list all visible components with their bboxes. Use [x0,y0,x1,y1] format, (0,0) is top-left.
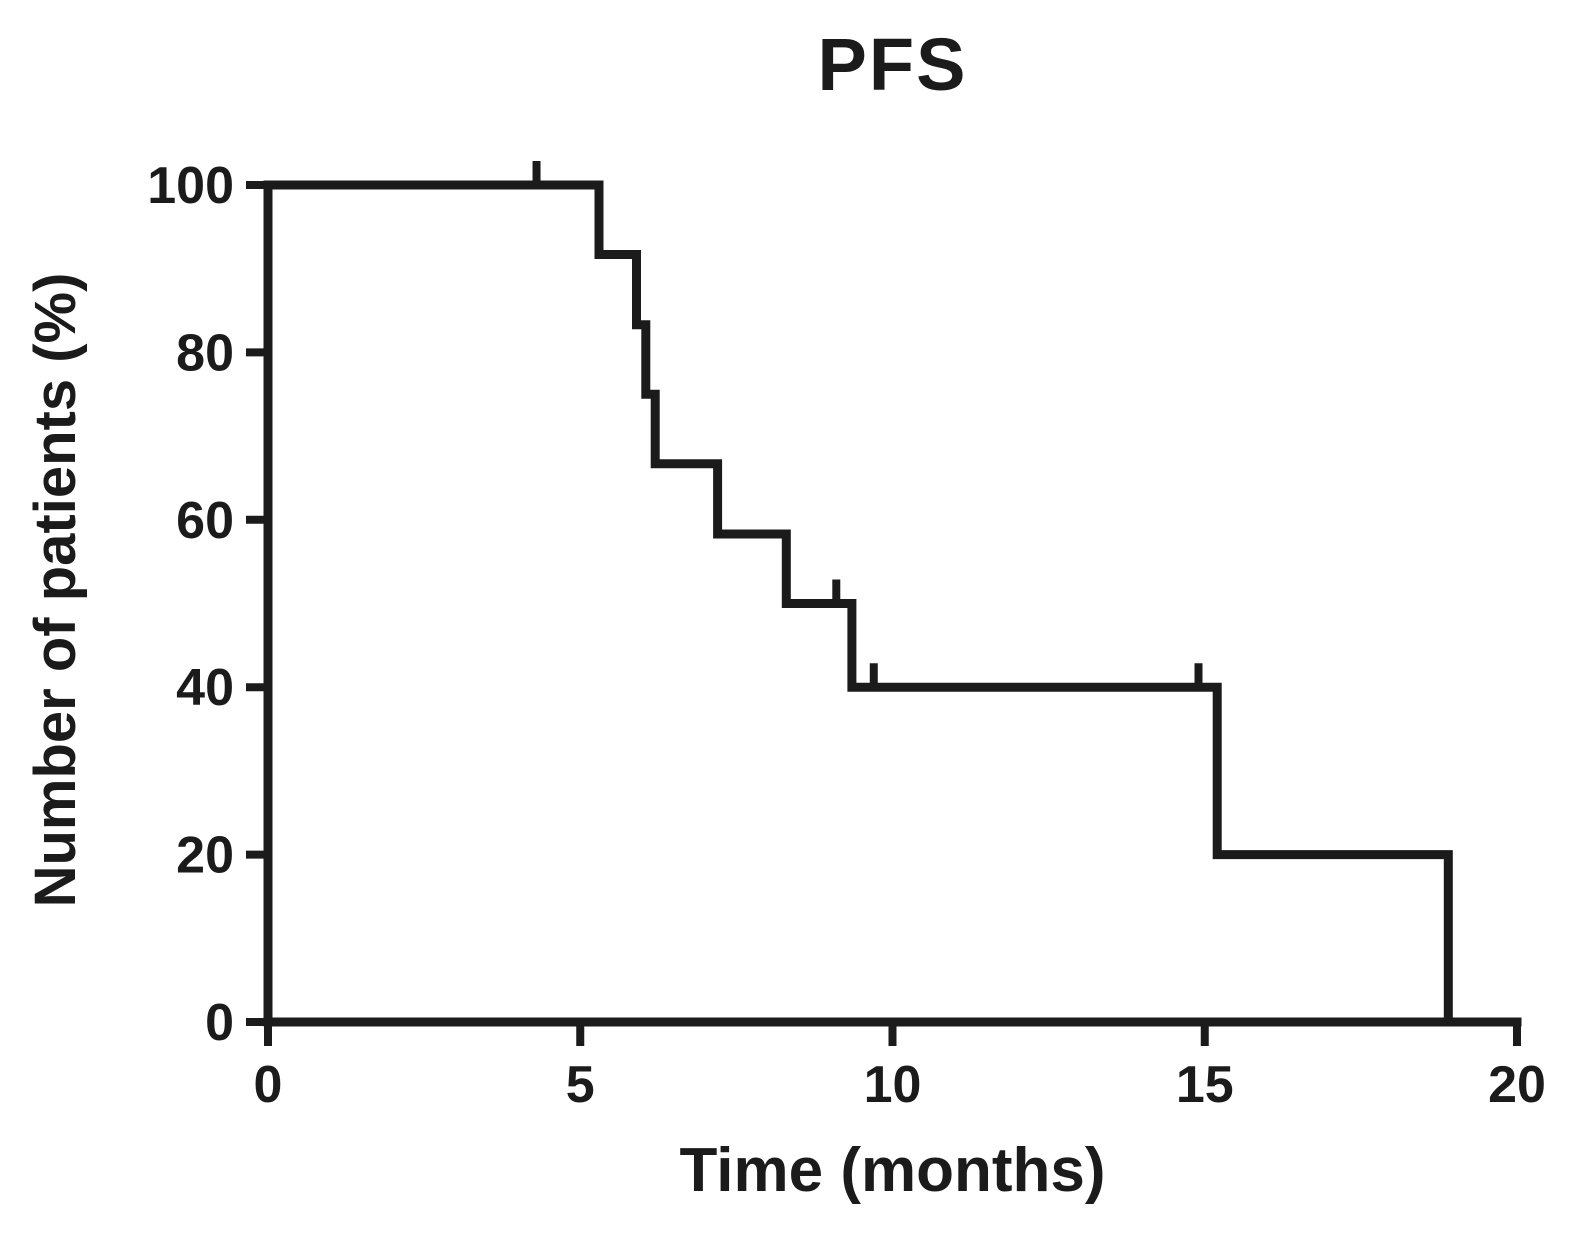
y-tick-label: 100 [147,157,234,215]
y-tick-label: 80 [176,324,234,382]
x-axis-label: Time (months) [679,1136,1106,1205]
y-tick-label: 20 [176,827,234,885]
x-tick-label: 10 [864,1056,922,1114]
y-tick-label: 0 [205,994,234,1052]
survival-step-curve [263,180,1453,1027]
x-tick-label: 5 [566,1056,595,1114]
x-tick-label: 0 [254,1056,283,1114]
y-tick-label: 60 [176,492,234,550]
x-tick-label: 15 [1176,1056,1234,1114]
x-tick-label: 20 [1488,1056,1546,1114]
y-tick-label: 40 [176,659,234,717]
chart-title: PFS [817,23,968,106]
